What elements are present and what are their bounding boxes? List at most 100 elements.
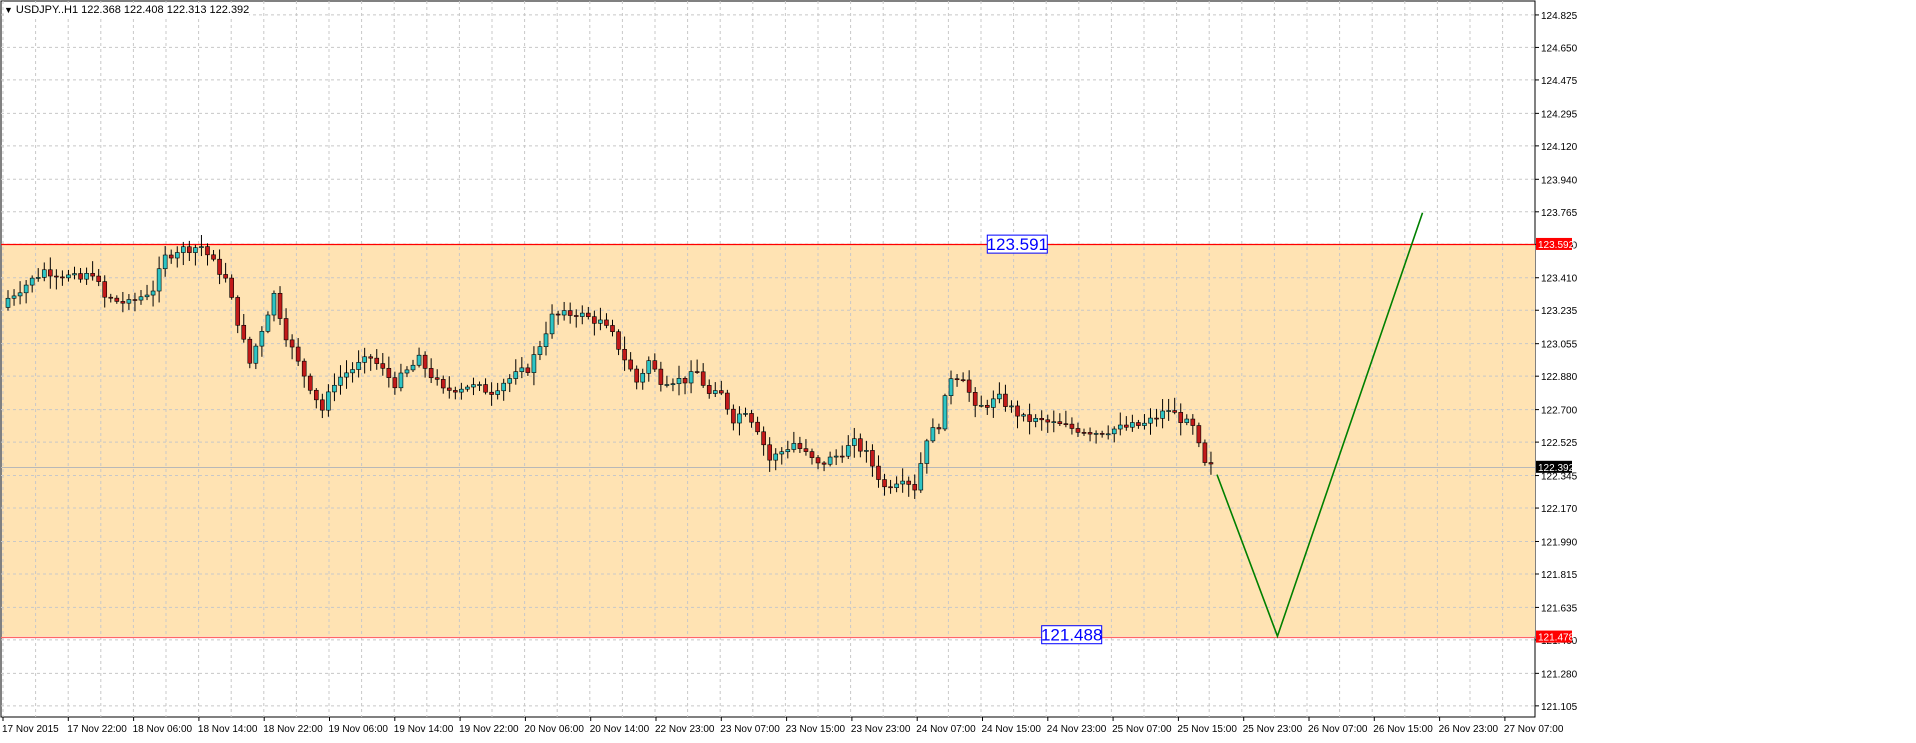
candle[interactable]	[706, 379, 712, 399]
candle[interactable]	[416, 347, 422, 368]
candle[interactable]	[785, 440, 791, 459]
price-label[interactable]: 123.591	[987, 234, 1048, 254]
candle[interactable]	[827, 451, 833, 467]
candle[interactable]	[519, 357, 525, 379]
candle[interactable]	[241, 314, 247, 343]
candle[interactable]	[942, 393, 948, 432]
candle[interactable]	[809, 448, 815, 465]
candle[interactable]	[60, 270, 65, 286]
candle[interactable]	[1063, 410, 1069, 428]
candle[interactable]	[356, 350, 361, 378]
candle[interactable]	[434, 369, 440, 386]
candle[interactable]	[187, 240, 192, 261]
candle[interactable]	[888, 479, 893, 494]
candle[interactable]	[477, 381, 482, 391]
candle[interactable]	[29, 275, 35, 293]
candle[interactable]	[1172, 397, 1177, 415]
candle[interactable]	[428, 358, 434, 383]
candle[interactable]	[936, 423, 942, 435]
candle[interactable]	[168, 249, 174, 264]
candle[interactable]	[1075, 422, 1081, 438]
candle[interactable]	[882, 473, 887, 496]
candle[interactable]	[579, 305, 585, 325]
candle[interactable]	[670, 378, 676, 392]
candle[interactable]	[725, 389, 730, 415]
candle[interactable]	[1208, 451, 1214, 475]
candle[interactable]	[48, 257, 53, 289]
candle[interactable]	[380, 353, 386, 376]
candle[interactable]	[90, 261, 95, 281]
candle[interactable]	[984, 399, 990, 415]
candle[interactable]	[72, 266, 77, 280]
candle[interactable]	[634, 365, 639, 390]
candle[interactable]	[676, 365, 682, 396]
candle[interactable]	[1015, 400, 1020, 429]
candle[interactable]	[17, 281, 23, 305]
candle[interactable]	[954, 374, 960, 387]
candle[interactable]	[156, 256, 162, 303]
candle[interactable]	[1142, 414, 1147, 430]
candle[interactable]	[682, 376, 688, 395]
candle[interactable]	[495, 382, 500, 400]
candle[interactable]	[265, 311, 271, 334]
candle[interactable]	[616, 329, 621, 356]
candle[interactable]	[1051, 410, 1057, 433]
candle[interactable]	[991, 390, 996, 418]
candle[interactable]	[392, 371, 398, 395]
candle[interactable]	[870, 444, 875, 477]
candle[interactable]	[465, 384, 470, 392]
candle[interactable]	[731, 404, 736, 431]
candle[interactable]	[162, 246, 168, 277]
candle[interactable]	[283, 308, 289, 347]
candle[interactable]	[966, 370, 972, 402]
candle[interactable]	[235, 295, 241, 334]
candle[interactable]	[1093, 430, 1099, 444]
candle[interactable]	[531, 346, 537, 386]
candle[interactable]	[839, 445, 845, 463]
candle[interactable]	[174, 246, 180, 268]
candle[interactable]	[35, 268, 41, 282]
candle[interactable]	[598, 307, 603, 331]
candle[interactable]	[96, 268, 101, 287]
candle[interactable]	[561, 301, 567, 321]
candle[interactable]	[700, 363, 706, 388]
candle[interactable]	[398, 363, 404, 392]
candle[interactable]	[217, 249, 222, 285]
candle[interactable]	[84, 267, 89, 285]
candle[interactable]	[1184, 414, 1190, 426]
candle[interactable]	[301, 358, 307, 388]
candle[interactable]	[815, 455, 821, 470]
candle[interactable]	[271, 290, 277, 322]
candle[interactable]	[1105, 425, 1111, 440]
candle[interactable]	[1166, 398, 1171, 421]
candle[interactable]	[11, 289, 17, 306]
candle[interactable]	[567, 302, 573, 324]
candle[interactable]	[295, 338, 301, 367]
candle[interactable]	[126, 294, 132, 310]
candle[interactable]	[23, 280, 29, 304]
candle[interactable]	[1045, 414, 1051, 433]
candle[interactable]	[1130, 414, 1135, 432]
candle[interactable]	[259, 326, 265, 357]
candle[interactable]	[374, 349, 380, 370]
candle[interactable]	[537, 340, 543, 361]
projection-line[interactable]	[1216, 212, 1424, 639]
candle[interactable]	[525, 363, 531, 376]
candle[interactable]	[652, 353, 658, 373]
candle[interactable]	[1124, 416, 1129, 431]
candle[interactable]	[761, 426, 766, 456]
candle[interactable]	[199, 234, 204, 257]
candle[interactable]	[749, 409, 754, 428]
candle[interactable]	[1190, 414, 1196, 435]
triangle-down-icon[interactable]: ▼	[4, 5, 13, 15]
candle[interactable]	[1009, 400, 1014, 413]
candle[interactable]	[1154, 408, 1159, 427]
candle[interactable]	[193, 244, 198, 266]
candle[interactable]	[211, 250, 216, 262]
candle[interactable]	[876, 455, 881, 488]
candle[interactable]	[471, 377, 476, 396]
candle[interactable]	[586, 306, 591, 320]
price-label[interactable]: 121.488	[1041, 625, 1102, 645]
candle[interactable]	[628, 352, 633, 372]
